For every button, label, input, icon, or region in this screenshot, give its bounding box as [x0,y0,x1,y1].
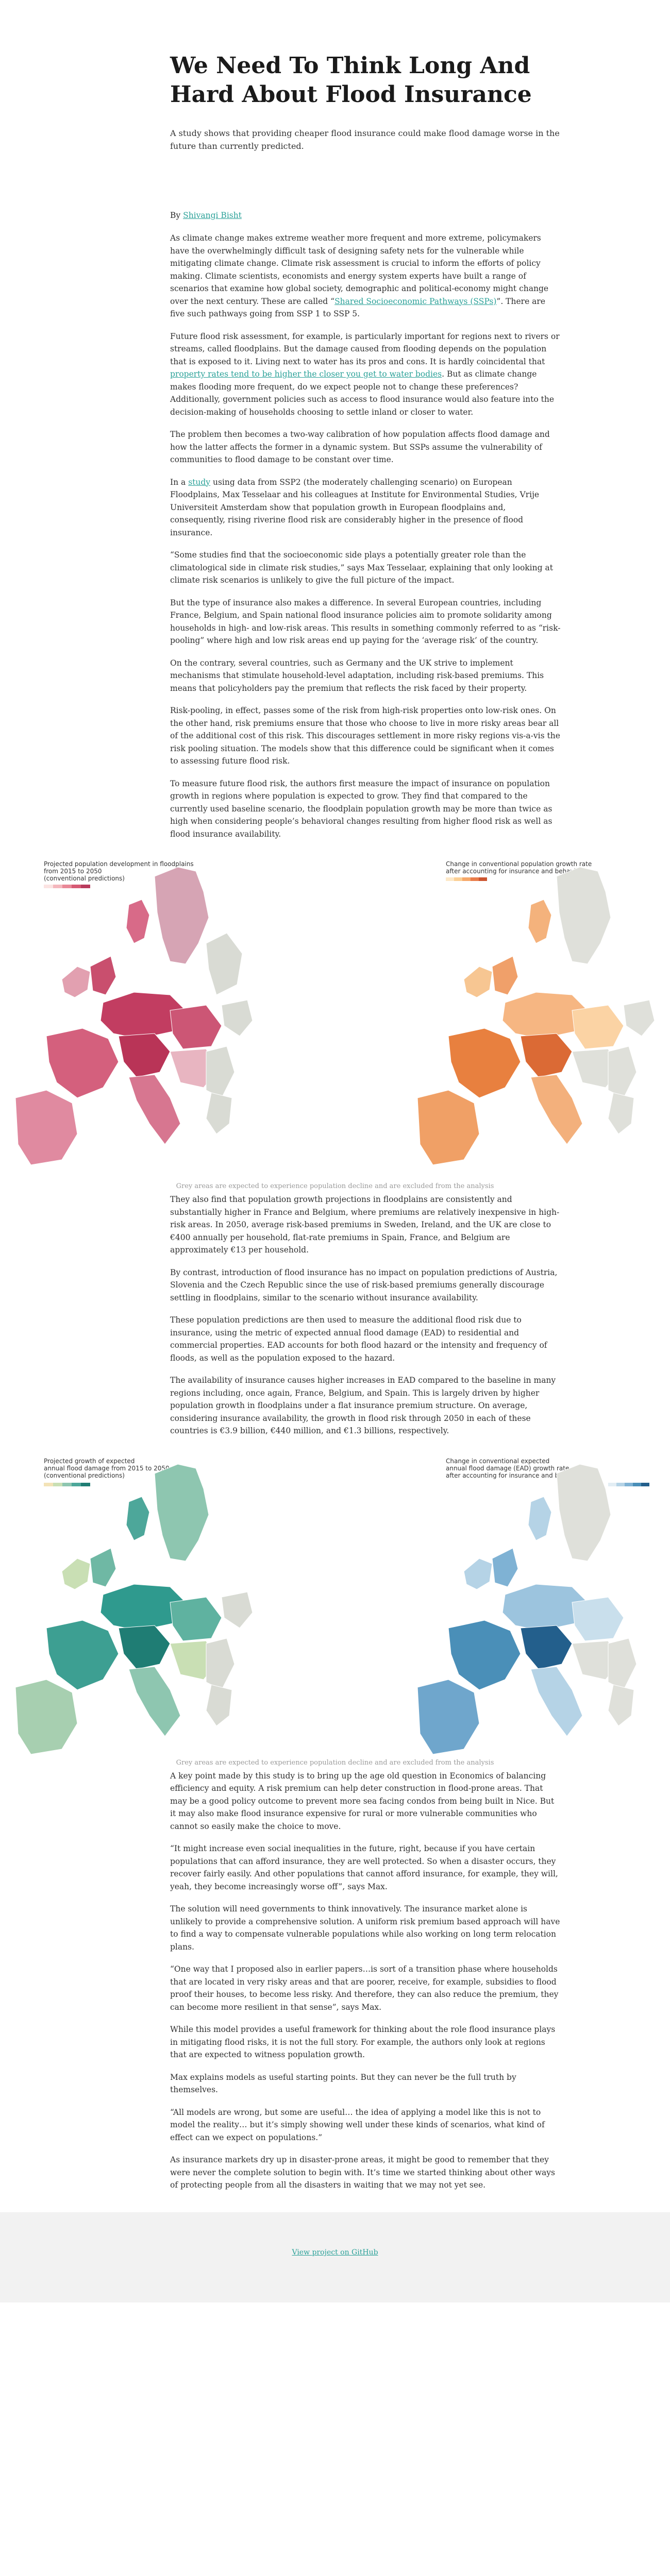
paragraph: A key point made by this study is to bri… [170,1771,555,1831]
figure-caption: Grey areas are expected to experience po… [176,1182,494,1190]
population-maps: Projected population development in floo… [15,860,655,1165]
property-rates-link[interactable]: property rates tend to be higher the clo… [170,369,442,379]
left-map-title: annual flood damage from 2015 to 2050 [44,1465,170,1472]
paragraph: “All models are wrong, but some are usef… [170,2107,545,2142]
paragraph: “Some studies find that the socioeconomi… [170,550,553,585]
byline: By Shivangi Bisht [170,209,562,222]
left-map-title: Projected population development in floo… [44,860,194,868]
left-map-title: from 2015 to 2050 [44,868,102,875]
author-link[interactable]: Shivangi Bisht [183,211,242,220]
paragraph: The availability of insurance causes hig… [170,1376,556,1435]
left-legend [44,1482,90,1486]
paragraph: The solution will need governments to th… [170,1904,560,1952]
paragraph: As climate change makes extreme weather … [170,232,562,320]
paragraph-text: In a [170,477,189,487]
paragraph: To measure future flood risk, the author… [170,778,552,839]
figure-caption: Grey areas are expected to experience po… [176,1758,494,1767]
article-body-2: They also find that population growth pr… [170,1193,562,1437]
left-europe-map [15,1463,253,1755]
article-subtitle: A study shows that providing cheaper flo… [170,128,560,151]
left-map-title: (conventional predictions) [44,1472,125,1479]
right-map-title: after accounting for insurance and behav… [446,1472,586,1479]
paragraph: By contrast, introduction of flood insur… [170,1267,558,1302]
article-body-3: A key point made by this study is to bri… [170,1770,562,2192]
right-legend [446,877,487,881]
paragraph: They also find that population growth pr… [170,1195,560,1255]
paragraph: As insurance markets dry up in disaster-… [170,2155,555,2190]
right-map-title: annual flood damage (EAD) growth rate [446,1465,569,1472]
left-europe-map [15,867,253,1165]
right-map-title: Change in conventional expected [446,1458,549,1465]
paragraph: But the type of insurance also makes a d… [170,598,561,646]
paragraph: These population predictions are then us… [170,1315,547,1363]
population-map-figure: Projected population development in floo… [0,856,670,1185]
page-footer: View project on GitHub [0,2212,670,2302]
right-map-title: Change in conventional population growth… [446,860,592,868]
paragraph: The problem then becomes a two-way calib… [170,430,550,464]
paragraph: Risk-pooling, in effect, passes some of … [170,706,560,766]
paragraph: While this model provides a useful frame… [170,2025,556,2059]
ssp-link[interactable]: Shared Socioeconomic Pathways (SSPs) [334,296,497,306]
paragraph: On the contrary, several countries, such… [170,658,544,693]
page-title: We Need To Think Long And Hard About Flo… [170,53,532,108]
paragraph-text: Future flood risk assessment, for exampl… [170,331,560,366]
left-map-title: (conventional predictions) [44,875,125,882]
paragraph-text: ”. There are five such pathways going fr… [170,296,545,319]
github-link[interactable]: View project on GitHub [292,2248,378,2257]
paragraph: “It might increase even social inequalit… [170,1844,558,1891]
flood-damage-map-figure: Projected growth of expected annual floo… [0,1453,670,1762]
paragraph: “One way that I proposed also in earlier… [170,1964,559,2012]
right-legend [608,1482,649,1486]
article-header: We Need To Think Long And Hard About Flo… [170,0,562,840]
byline-prefix: By [170,211,183,220]
flood-damage-maps: Projected growth of expected annual floo… [15,1458,649,1755]
study-link[interactable]: study [188,477,211,487]
paragraph: Future flood risk assessment, for exampl… [170,330,562,419]
right-europe-map [417,1463,637,1755]
left-map-title: Projected growth of expected [44,1458,135,1465]
paragraph-text: As climate change makes extreme weather … [170,233,549,306]
paragraph-text: using data from SSP2 (the moderately cha… [170,477,540,537]
right-map-title: after accounting for insurance and behav… [446,868,586,875]
article-page: We Need To Think Long And Hard About Flo… [0,0,670,2302]
paragraph: Max explains models as useful starting p… [170,2072,516,2095]
paragraph: In a study using data from SSP2 (the mod… [170,476,562,539]
left-legend [44,885,90,888]
paragraph-text: . But as climate change makes flooding m… [170,369,555,417]
right-europe-map [417,867,655,1165]
